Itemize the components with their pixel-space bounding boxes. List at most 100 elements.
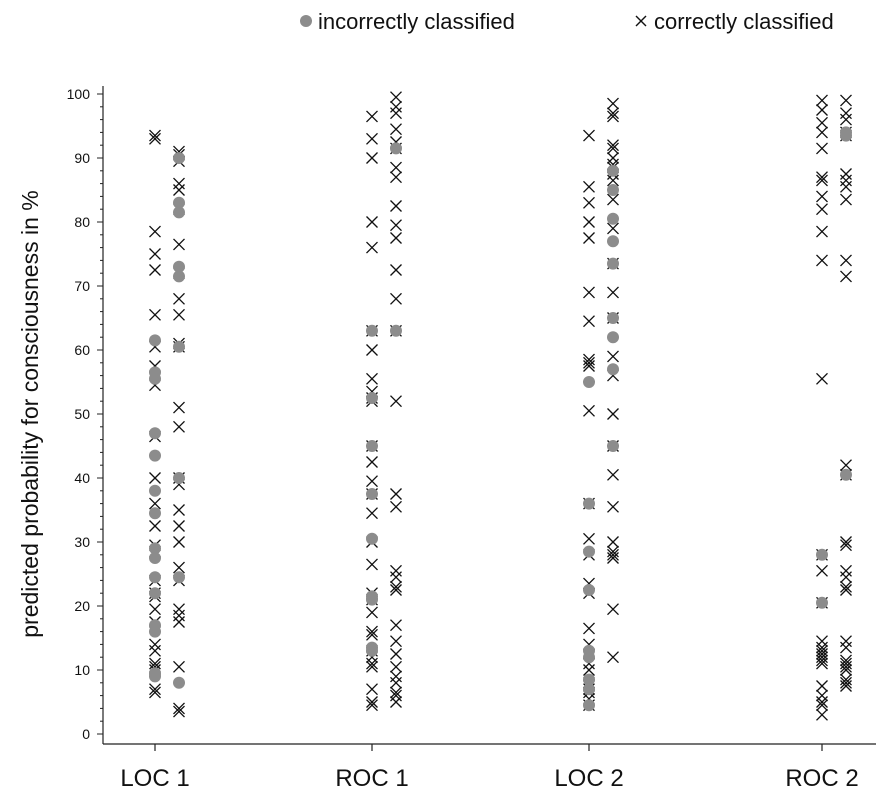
correct-point bbox=[390, 676, 402, 689]
correct-point bbox=[149, 308, 161, 321]
incorrect-point bbox=[840, 468, 852, 481]
correct-point bbox=[366, 699, 378, 712]
correct-point bbox=[816, 225, 828, 238]
correct-point bbox=[607, 408, 619, 420]
correct-point bbox=[816, 708, 828, 721]
correct-point bbox=[390, 488, 402, 500]
correct-point bbox=[390, 232, 402, 244]
incorrect-point bbox=[149, 670, 161, 683]
x-category-label: LOC 1 bbox=[120, 765, 189, 790]
correct-point bbox=[149, 129, 161, 142]
incorrect-point bbox=[149, 372, 161, 385]
incorrect-point bbox=[149, 507, 161, 520]
correct-point bbox=[366, 110, 378, 123]
correct-point bbox=[173, 292, 185, 305]
correct-point bbox=[840, 571, 852, 584]
y-tick-label: 90 bbox=[74, 150, 90, 166]
incorrect-point bbox=[390, 142, 402, 155]
correct-point bbox=[149, 248, 161, 260]
incorrect-point bbox=[149, 449, 161, 462]
incorrect-point bbox=[149, 334, 161, 347]
correct-point bbox=[149, 520, 161, 532]
correct-point bbox=[366, 660, 378, 673]
correct-point bbox=[390, 696, 402, 708]
correct-point bbox=[390, 571, 402, 584]
incorrect-point bbox=[173, 676, 185, 689]
incorrect-point bbox=[607, 164, 619, 177]
correct-point bbox=[816, 126, 828, 139]
x-category-label: LOC 2 bbox=[554, 765, 623, 790]
incorrect-point bbox=[173, 340, 185, 353]
correct-point bbox=[840, 680, 852, 692]
incorrect-point bbox=[149, 625, 161, 638]
incorrect-point bbox=[149, 542, 161, 555]
correct-point bbox=[149, 225, 161, 238]
correct-point bbox=[816, 372, 828, 385]
incorrect-point bbox=[390, 324, 402, 337]
correct-point bbox=[840, 673, 852, 686]
correct-point bbox=[366, 152, 378, 164]
correct-point bbox=[173, 420, 185, 433]
correct-point bbox=[390, 584, 402, 596]
incorrect-point bbox=[366, 644, 378, 657]
correct-point bbox=[390, 171, 402, 184]
correct-point bbox=[816, 564, 828, 577]
correct-point bbox=[149, 497, 161, 510]
incorrect-point bbox=[149, 484, 161, 497]
correct-point bbox=[583, 232, 595, 244]
correct-point bbox=[366, 132, 378, 145]
correct-point bbox=[366, 475, 378, 488]
correct-point bbox=[607, 107, 619, 120]
correct-point bbox=[607, 110, 619, 123]
correct-point bbox=[607, 193, 619, 206]
y-ticks: 0 10 20 30 40 50 60 70 80 90 100 bbox=[67, 86, 103, 742]
correct-point bbox=[149, 264, 161, 276]
correct-point bbox=[173, 616, 185, 628]
correct-point bbox=[816, 689, 828, 702]
correct-point bbox=[366, 372, 378, 385]
incorrect-point bbox=[173, 152, 185, 164]
incorrect-point bbox=[173, 270, 185, 283]
correct-point bbox=[607, 536, 619, 548]
correct-point bbox=[607, 286, 619, 299]
correct-point bbox=[173, 561, 185, 574]
correct-point bbox=[840, 664, 852, 676]
correct-point bbox=[390, 219, 402, 232]
correct-point bbox=[366, 628, 378, 641]
correct-point bbox=[390, 635, 402, 648]
incorrect-point bbox=[816, 548, 828, 561]
correct-point bbox=[366, 606, 378, 619]
x-category-label: ROC 1 bbox=[335, 765, 408, 790]
correct-point bbox=[390, 107, 402, 120]
correct-point bbox=[390, 395, 402, 408]
correct-point bbox=[173, 184, 185, 196]
correct-point bbox=[583, 404, 595, 417]
correct-point bbox=[390, 619, 402, 632]
correct-point bbox=[390, 123, 402, 136]
correct-point bbox=[173, 238, 185, 251]
y-tick-label: 40 bbox=[74, 470, 90, 486]
data-points bbox=[149, 91, 852, 721]
correct-point bbox=[840, 641, 852, 654]
correct-point bbox=[173, 603, 185, 616]
x-category-label: ROC 2 bbox=[785, 765, 858, 790]
correct-point bbox=[840, 254, 852, 267]
correct-point bbox=[390, 100, 402, 113]
incorrect-point bbox=[583, 545, 595, 558]
correct-point bbox=[583, 532, 595, 545]
correct-point bbox=[607, 97, 619, 110]
correct-point bbox=[840, 107, 852, 120]
incorrect-point bbox=[173, 571, 185, 584]
correct-point bbox=[816, 171, 828, 184]
correct-point bbox=[816, 657, 828, 670]
incorrect-point bbox=[607, 331, 619, 344]
y-tick-label: 80 bbox=[74, 214, 90, 230]
correct-point bbox=[840, 113, 852, 126]
correct-point bbox=[173, 308, 185, 321]
incorrect-point bbox=[816, 596, 828, 609]
correct-point bbox=[366, 507, 378, 520]
correct-point bbox=[583, 353, 595, 366]
correct-point bbox=[173, 609, 185, 622]
correct-point bbox=[390, 161, 402, 174]
correct-point bbox=[173, 705, 185, 718]
